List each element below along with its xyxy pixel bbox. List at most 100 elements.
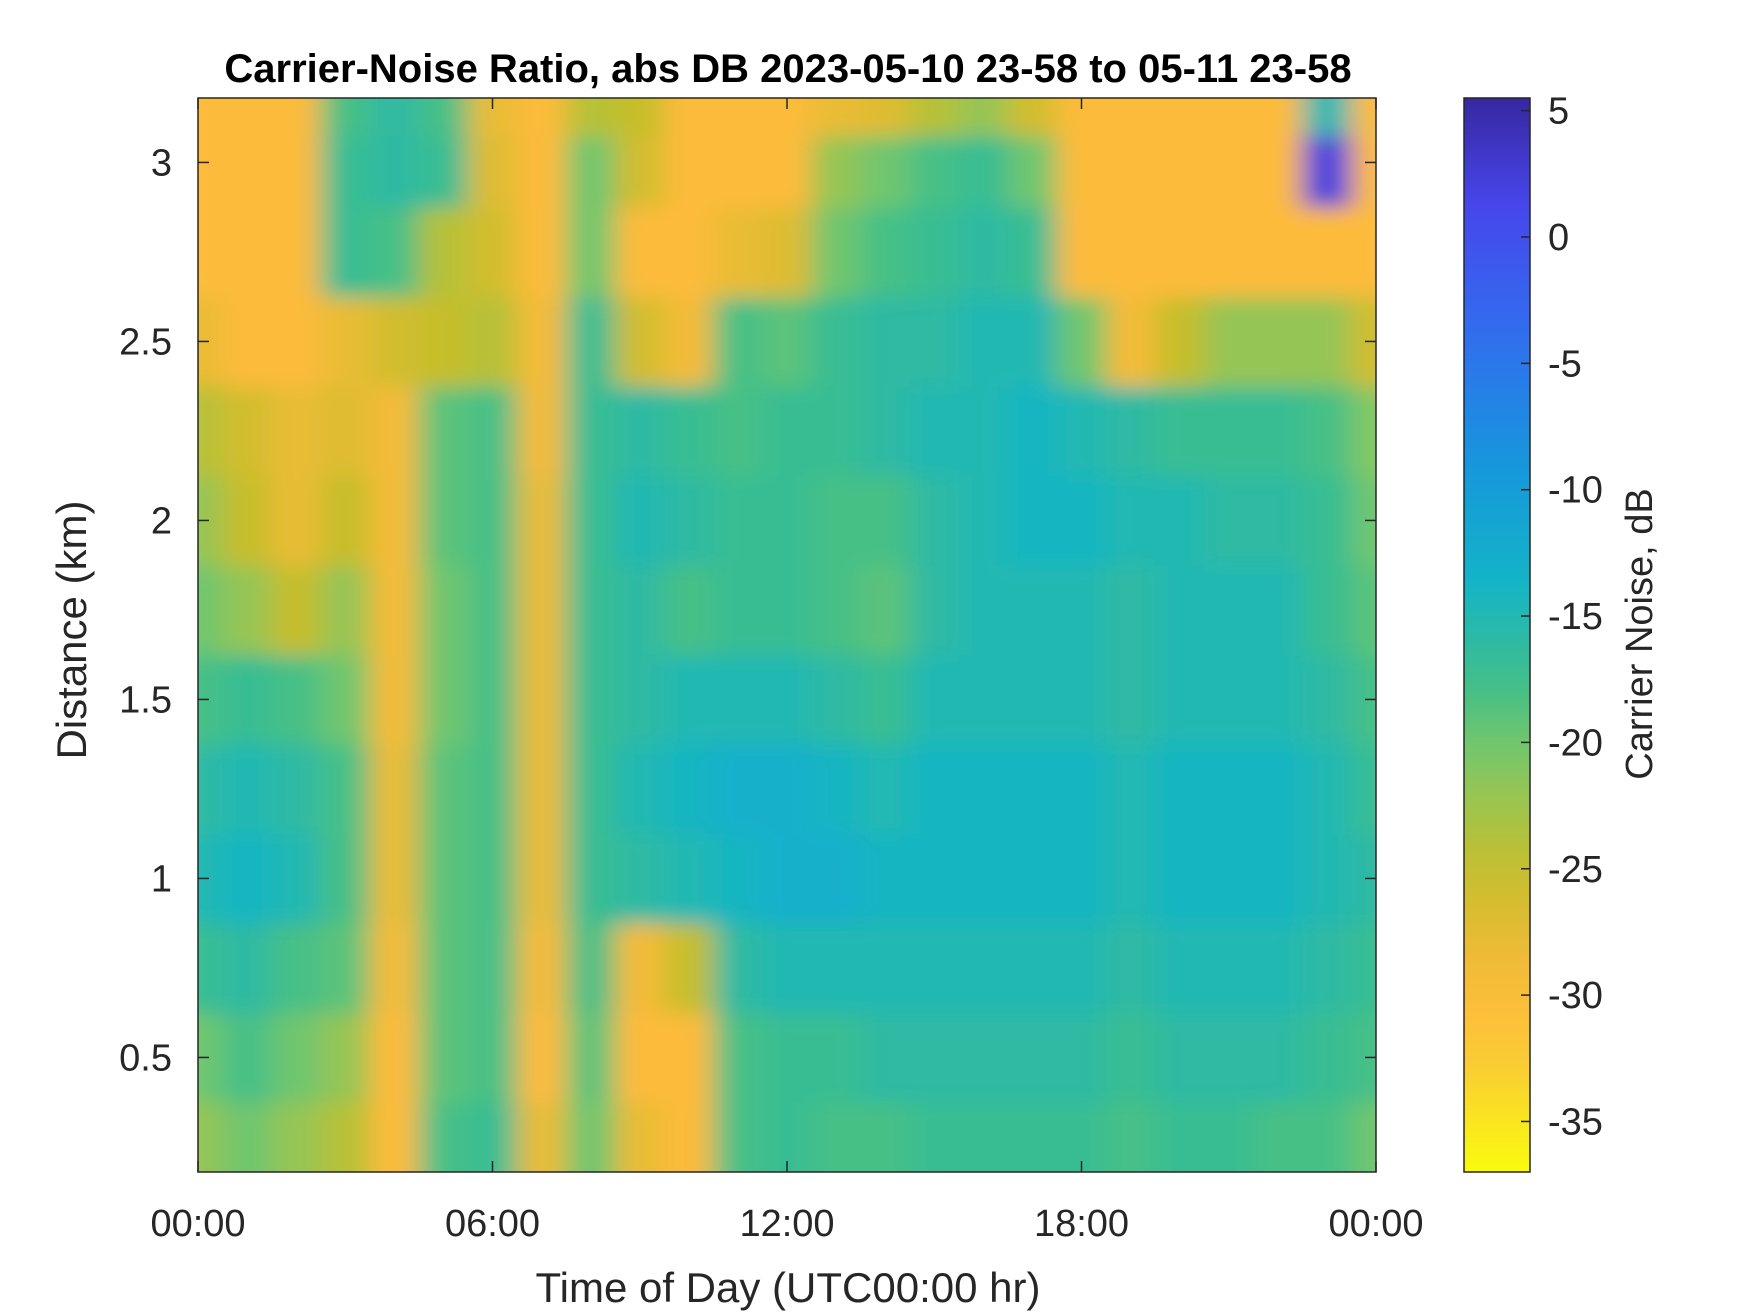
heatmap-cell <box>320 923 371 1014</box>
heatmap-cell <box>468 135 518 208</box>
heatmap-cell <box>1351 135 1376 208</box>
heatmap-cell <box>198 386 224 477</box>
heatmap-cell <box>198 98 224 137</box>
heatmap-cell <box>762 386 813 477</box>
heatmap-cell <box>1155 475 1205 566</box>
heatmap-cell <box>517 475 567 566</box>
heatmap-cell <box>909 833 960 924</box>
heatmap-cell <box>615 565 665 656</box>
heatmap-cell <box>369 475 420 566</box>
heatmap-cell <box>762 923 813 1014</box>
heatmap-cell <box>369 135 420 208</box>
heatmap-cell <box>1204 1102 1254 1172</box>
heatmap-cell <box>811 98 862 137</box>
heatmap-cell <box>958 475 1009 566</box>
heatmap-cell <box>615 98 665 137</box>
heatmap-cell <box>860 833 911 924</box>
heatmap-cell <box>320 98 371 137</box>
heatmap-cell <box>222 565 273 656</box>
heatmap-cell <box>1302 386 1353 477</box>
heatmap-cell <box>369 1102 420 1172</box>
heatmap-cell <box>1106 1102 1156 1172</box>
heatmap-cell <box>664 1102 714 1172</box>
heatmap-cell <box>1204 565 1254 656</box>
heatmap-cell <box>615 744 665 835</box>
heatmap-cell <box>369 386 420 477</box>
heatmap-cell <box>1155 744 1205 835</box>
heatmap-cell <box>1351 744 1376 835</box>
heatmap-cell <box>1204 833 1254 924</box>
heatmap-cell <box>1155 296 1205 387</box>
heatmap-cell <box>320 135 371 208</box>
heatmap-cell <box>369 654 420 745</box>
heatmap-cell <box>1106 565 1156 656</box>
colorbar <box>1463 97 1531 1173</box>
heatmap-cell <box>1253 475 1303 566</box>
heatmap-cell <box>909 744 960 835</box>
heatmap-cell <box>198 1102 224 1172</box>
heatmap-cell <box>517 833 567 924</box>
heatmap-plot-area <box>198 98 1376 1172</box>
heatmap-cell <box>418 744 469 835</box>
heatmap-cell <box>1007 98 1058 137</box>
heatmap-cell <box>1302 296 1353 387</box>
heatmap-cell <box>566 386 616 477</box>
colorbar-tick-label: -35 <box>1548 1101 1603 1143</box>
heatmap-cell <box>615 833 665 924</box>
heatmap-cell <box>222 1102 273 1172</box>
heatmap-cell <box>418 1012 469 1103</box>
heatmap-cell <box>1351 207 1376 298</box>
heatmap-cell <box>1057 833 1107 924</box>
heatmap-cell <box>418 654 469 745</box>
heatmap-cell <box>1007 1102 1058 1172</box>
colorbar-tick-label: -20 <box>1548 722 1603 764</box>
heatmap-cell <box>1007 923 1058 1014</box>
heatmap-cell <box>909 135 960 208</box>
heatmap-cell <box>418 565 469 656</box>
colorbar-tick-label: -5 <box>1548 343 1582 385</box>
heatmap-cell <box>958 833 1009 924</box>
heatmap-cell <box>664 744 714 835</box>
heatmap-cell <box>271 1102 322 1172</box>
heatmap-cell <box>762 565 813 656</box>
heatmap-cell <box>1351 98 1376 137</box>
heatmap-cell <box>1106 207 1156 298</box>
heatmap-cell <box>958 744 1009 835</box>
heatmap-cell <box>271 135 322 208</box>
heatmap-cell <box>860 386 911 477</box>
chart-title: Carrier-Noise Ratio, abs DB 2023-05-10 2… <box>224 47 1351 91</box>
heatmap-cell <box>418 923 469 1014</box>
heatmap-cell <box>811 1102 862 1172</box>
heatmap-cell <box>1253 1012 1303 1103</box>
heatmap-cell <box>1106 296 1156 387</box>
heatmap-cell <box>198 135 224 208</box>
heatmap-cell <box>664 98 714 137</box>
heatmap-cell <box>1106 833 1156 924</box>
heatmap-cell <box>860 207 911 298</box>
heatmap-cell <box>713 475 764 566</box>
heatmap-cell <box>762 1102 813 1172</box>
heatmap-cell <box>1302 744 1353 835</box>
heatmap-cell <box>860 654 911 745</box>
heatmap-cell <box>1204 386 1254 477</box>
heatmap-cell <box>1351 923 1376 1014</box>
heatmap-cell <box>222 1012 273 1103</box>
heatmap-cell <box>860 1102 911 1172</box>
heatmap-cell <box>1253 744 1303 835</box>
heatmap-cells <box>198 98 1376 1172</box>
heatmap-cell <box>1302 833 1353 924</box>
heatmap-cell <box>1351 1102 1376 1172</box>
heatmap-cell <box>271 296 322 387</box>
heatmap-cell <box>198 565 224 656</box>
heatmap-cell <box>517 296 567 387</box>
heatmap-cell <box>1057 654 1107 745</box>
heatmap-cell <box>468 475 518 566</box>
heatmap-cell <box>320 1102 371 1172</box>
heatmap-cell <box>271 1012 322 1103</box>
heatmap-cell <box>566 98 616 137</box>
heatmap-cell <box>1204 296 1254 387</box>
heatmap-cell <box>1007 386 1058 477</box>
heatmap-cell <box>762 135 813 208</box>
heatmap-cell <box>713 565 764 656</box>
